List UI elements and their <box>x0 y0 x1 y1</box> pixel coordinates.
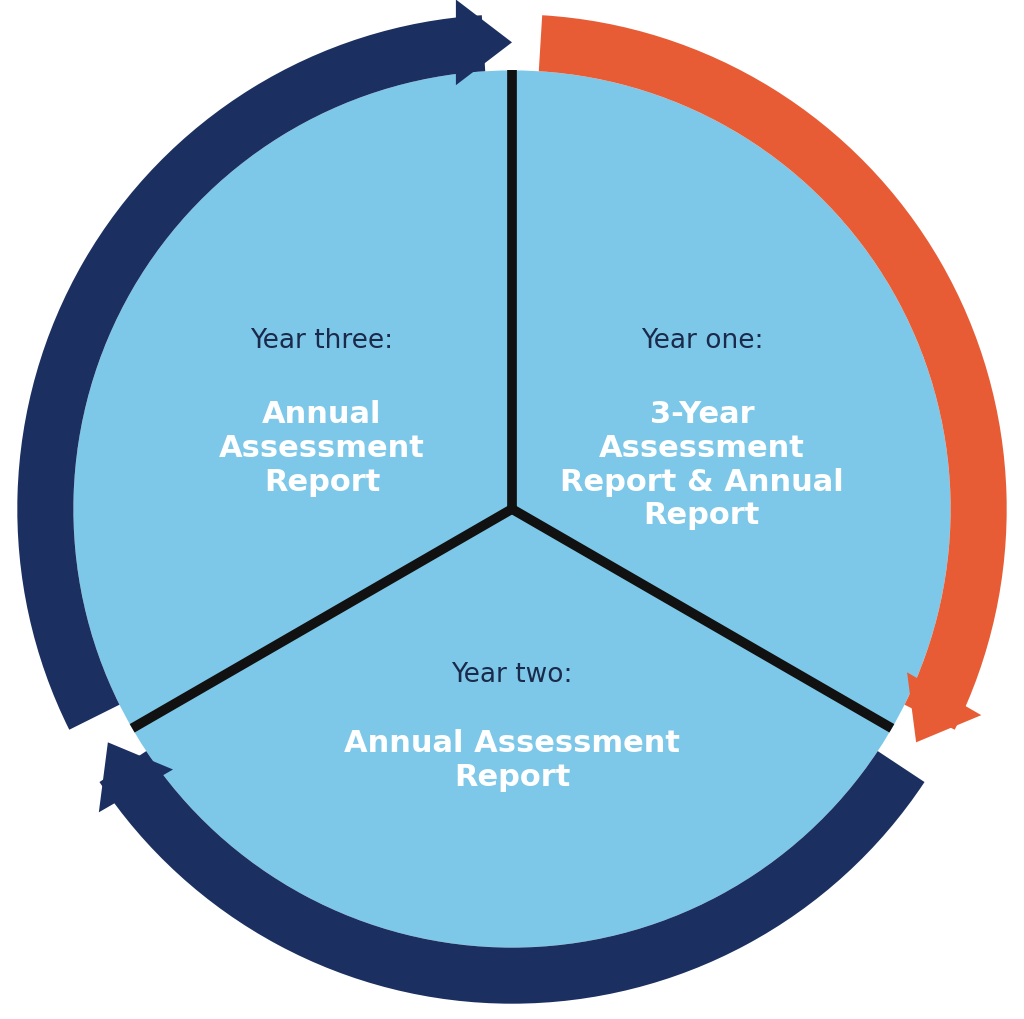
Text: 3-Year
Assessment
Report & Annual
Report: 3-Year Assessment Report & Annual Report <box>560 400 844 530</box>
Text: Year one:: Year one: <box>641 328 763 355</box>
Circle shape <box>74 71 950 948</box>
Text: Year three:: Year three: <box>251 328 393 355</box>
Wedge shape <box>539 16 1007 730</box>
Polygon shape <box>99 743 173 812</box>
Text: Annual Assessment
Report: Annual Assessment Report <box>344 729 680 791</box>
Polygon shape <box>456 1 512 87</box>
Polygon shape <box>907 673 981 743</box>
Wedge shape <box>17 16 485 730</box>
Text: Annual
Assessment
Report: Annual Assessment Report <box>219 400 425 496</box>
Text: Year two:: Year two: <box>452 662 572 688</box>
Wedge shape <box>99 751 925 1004</box>
